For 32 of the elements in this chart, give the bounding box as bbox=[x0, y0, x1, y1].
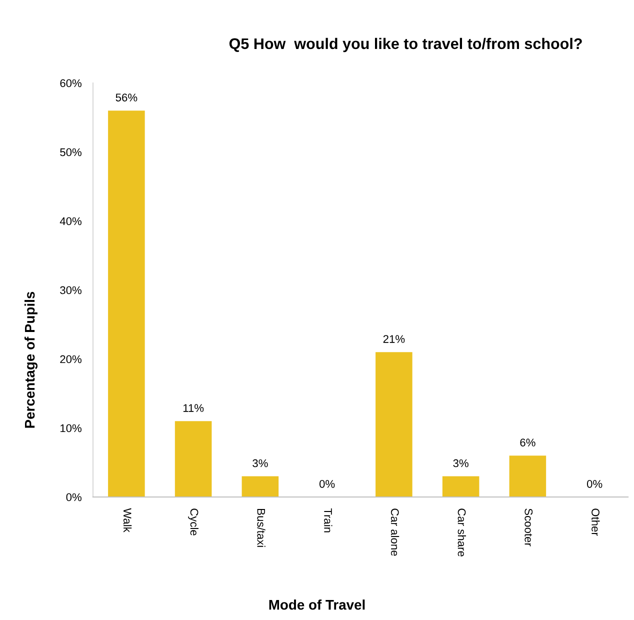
bar bbox=[376, 352, 412, 497]
bar bbox=[509, 456, 546, 497]
bar bbox=[242, 476, 279, 497]
x-tick-label: Train bbox=[324, 508, 332, 532]
x-axis-title: Mode of Travel bbox=[269, 600, 365, 610]
chart-title: Q5 How would you like to travel to/from school? bbox=[229, 38, 582, 52]
bar bbox=[108, 110, 145, 497]
data-label: 11% bbox=[183, 404, 204, 412]
x-tick-label: Car share bbox=[458, 508, 466, 556]
x-tick-label: Other bbox=[592, 508, 600, 536]
y-tick-label: 40% bbox=[60, 217, 82, 226]
x-tick-label: Car alone bbox=[390, 508, 400, 556]
data-label: 6% bbox=[520, 438, 536, 446]
bar bbox=[174, 421, 212, 497]
data-label: 56% bbox=[116, 94, 138, 102]
x-tick-label: Scooter bbox=[524, 508, 533, 546]
y-tick-label: 10% bbox=[60, 424, 82, 432]
data-label: 0% bbox=[319, 480, 335, 488]
y-axis-title: Percentage of Pupils bbox=[24, 292, 38, 428]
data-label: 21% bbox=[383, 335, 405, 343]
data-label: 3% bbox=[252, 459, 268, 468]
x-tick-label: Walk bbox=[123, 508, 132, 532]
x-tick-label: Bus/taxi bbox=[257, 509, 266, 547]
bar bbox=[442, 476, 480, 497]
y-tick-label: 0% bbox=[66, 493, 82, 502]
x-tick-label: Cycle bbox=[188, 508, 198, 536]
y-tick-label: 30% bbox=[60, 286, 82, 294]
y-tick-label: 50% bbox=[60, 148, 82, 156]
y-tick-label: 20% bbox=[60, 355, 82, 364]
data-label: 0% bbox=[586, 480, 602, 488]
data-label: 3% bbox=[453, 459, 468, 468]
y-tick-label: 60% bbox=[60, 79, 82, 88]
